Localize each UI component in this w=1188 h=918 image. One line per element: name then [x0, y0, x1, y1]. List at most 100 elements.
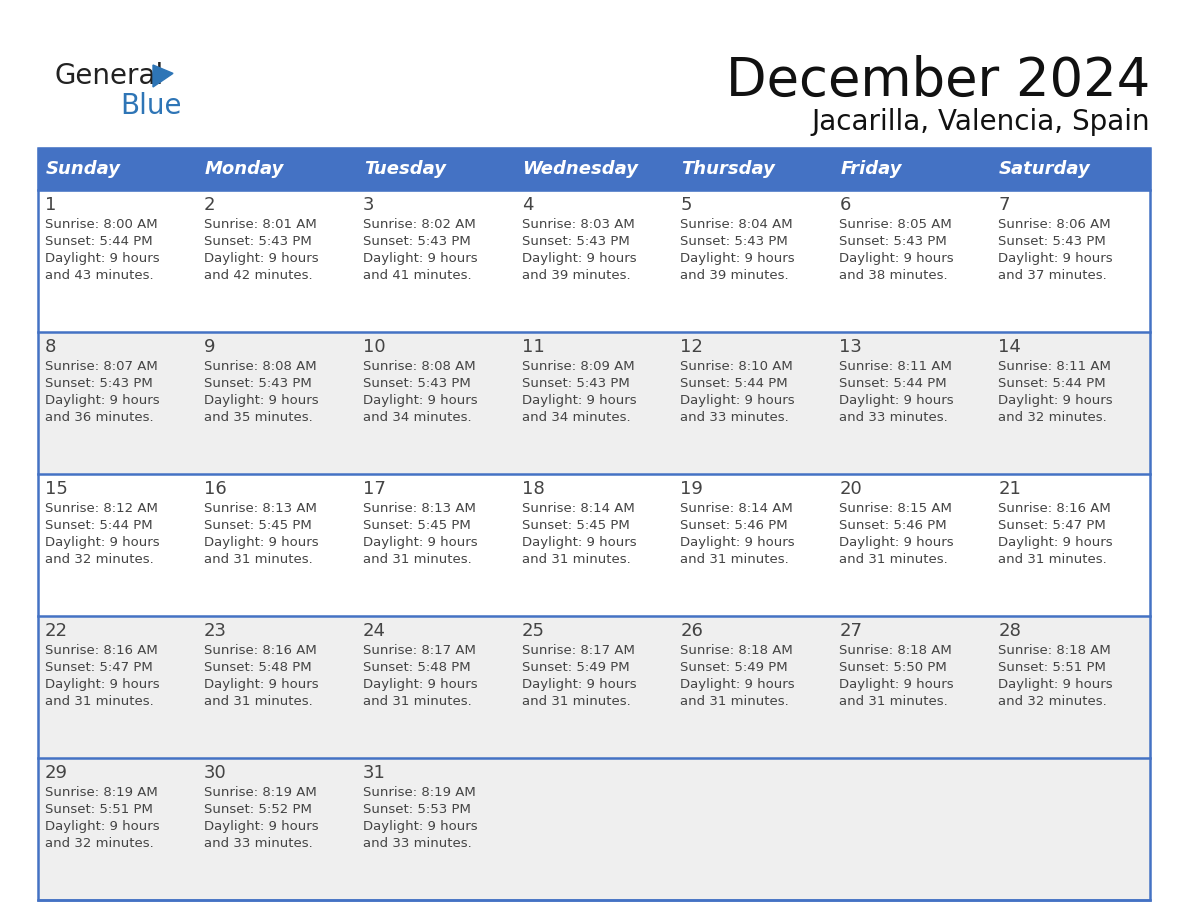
Text: Daylight: 9 hours: Daylight: 9 hours — [45, 678, 159, 691]
Text: Sunrise: 8:11 AM: Sunrise: 8:11 AM — [839, 360, 952, 373]
Text: Daylight: 9 hours: Daylight: 9 hours — [362, 394, 478, 407]
Text: 1: 1 — [45, 196, 56, 214]
Text: Daylight: 9 hours: Daylight: 9 hours — [204, 536, 318, 549]
Text: Sunrise: 8:08 AM: Sunrise: 8:08 AM — [204, 360, 316, 373]
Text: Sunset: 5:46 PM: Sunset: 5:46 PM — [839, 519, 947, 532]
Text: and 35 minutes.: and 35 minutes. — [204, 411, 312, 424]
Text: 8: 8 — [45, 338, 56, 356]
Text: Sunrise: 8:03 AM: Sunrise: 8:03 AM — [522, 218, 634, 231]
Text: Sunrise: 8:17 AM: Sunrise: 8:17 AM — [362, 644, 475, 657]
Text: 10: 10 — [362, 338, 385, 356]
Text: and 31 minutes.: and 31 minutes. — [839, 553, 948, 566]
Bar — [38, 148, 197, 190]
Text: and 34 minutes.: and 34 minutes. — [522, 411, 630, 424]
Text: and 31 minutes.: and 31 minutes. — [839, 695, 948, 708]
Text: 13: 13 — [839, 338, 862, 356]
Text: Sunrise: 8:00 AM: Sunrise: 8:00 AM — [45, 218, 158, 231]
Text: and 31 minutes.: and 31 minutes. — [362, 695, 472, 708]
Text: 5: 5 — [681, 196, 691, 214]
Text: Daylight: 9 hours: Daylight: 9 hours — [45, 820, 159, 833]
Text: 6: 6 — [839, 196, 851, 214]
Text: and 33 minutes.: and 33 minutes. — [204, 837, 312, 850]
Text: and 33 minutes.: and 33 minutes. — [362, 837, 472, 850]
Text: Daylight: 9 hours: Daylight: 9 hours — [998, 394, 1113, 407]
Text: Sunrise: 8:08 AM: Sunrise: 8:08 AM — [362, 360, 475, 373]
Text: Sunset: 5:44 PM: Sunset: 5:44 PM — [45, 519, 152, 532]
Text: and 31 minutes.: and 31 minutes. — [681, 695, 789, 708]
Text: Daylight: 9 hours: Daylight: 9 hours — [45, 252, 159, 265]
Text: Daylight: 9 hours: Daylight: 9 hours — [998, 252, 1113, 265]
Text: and 42 minutes.: and 42 minutes. — [204, 269, 312, 282]
Text: and 32 minutes.: and 32 minutes. — [998, 695, 1107, 708]
Text: and 31 minutes.: and 31 minutes. — [204, 695, 312, 708]
Bar — [38, 148, 1150, 900]
Text: Sunset: 5:44 PM: Sunset: 5:44 PM — [45, 235, 152, 248]
Text: Sunset: 5:45 PM: Sunset: 5:45 PM — [522, 519, 630, 532]
Text: Daylight: 9 hours: Daylight: 9 hours — [681, 678, 795, 691]
Text: 21: 21 — [998, 480, 1020, 498]
Text: Jacarilla, Valencia, Spain: Jacarilla, Valencia, Spain — [811, 108, 1150, 136]
Text: Sunrise: 8:15 AM: Sunrise: 8:15 AM — [839, 502, 952, 515]
Text: 22: 22 — [45, 622, 68, 640]
Text: 23: 23 — [204, 622, 227, 640]
Text: Sunset: 5:43 PM: Sunset: 5:43 PM — [362, 235, 470, 248]
Text: Sunrise: 8:17 AM: Sunrise: 8:17 AM — [522, 644, 634, 657]
Text: Sunrise: 8:18 AM: Sunrise: 8:18 AM — [681, 644, 794, 657]
Text: Daylight: 9 hours: Daylight: 9 hours — [45, 394, 159, 407]
Text: December 2024: December 2024 — [726, 55, 1150, 107]
Bar — [38, 190, 1150, 332]
Text: Sunrise: 8:14 AM: Sunrise: 8:14 AM — [522, 502, 634, 515]
Text: Sunrise: 8:12 AM: Sunrise: 8:12 AM — [45, 502, 158, 515]
Text: Sunset: 5:49 PM: Sunset: 5:49 PM — [681, 661, 788, 674]
Text: Tuesday: Tuesday — [364, 160, 446, 178]
Text: Daylight: 9 hours: Daylight: 9 hours — [681, 252, 795, 265]
Text: 18: 18 — [522, 480, 544, 498]
Text: and 31 minutes.: and 31 minutes. — [522, 695, 631, 708]
Text: and 31 minutes.: and 31 minutes. — [362, 553, 472, 566]
Text: Sunset: 5:48 PM: Sunset: 5:48 PM — [204, 661, 311, 674]
Text: and 37 minutes.: and 37 minutes. — [998, 269, 1107, 282]
Text: Daylight: 9 hours: Daylight: 9 hours — [362, 536, 478, 549]
Text: Sunrise: 8:19 AM: Sunrise: 8:19 AM — [45, 786, 158, 799]
Text: and 31 minutes.: and 31 minutes. — [45, 695, 153, 708]
Text: and 32 minutes.: and 32 minutes. — [45, 553, 153, 566]
Text: Thursday: Thursday — [682, 160, 776, 178]
Text: 12: 12 — [681, 338, 703, 356]
Text: 11: 11 — [522, 338, 544, 356]
Text: Monday: Monday — [204, 160, 284, 178]
Text: Sunrise: 8:14 AM: Sunrise: 8:14 AM — [681, 502, 794, 515]
Text: Sunset: 5:49 PM: Sunset: 5:49 PM — [522, 661, 630, 674]
Text: Sunrise: 8:01 AM: Sunrise: 8:01 AM — [204, 218, 317, 231]
Text: Sunset: 5:51 PM: Sunset: 5:51 PM — [45, 803, 153, 816]
Text: and 39 minutes.: and 39 minutes. — [681, 269, 789, 282]
Text: 31: 31 — [362, 764, 386, 782]
Text: Sunset: 5:43 PM: Sunset: 5:43 PM — [998, 235, 1106, 248]
Text: Friday: Friday — [840, 160, 902, 178]
Text: Daylight: 9 hours: Daylight: 9 hours — [522, 536, 637, 549]
Text: 19: 19 — [681, 480, 703, 498]
Text: 16: 16 — [204, 480, 227, 498]
Text: and 33 minutes.: and 33 minutes. — [839, 411, 948, 424]
Text: 26: 26 — [681, 622, 703, 640]
Text: Sunset: 5:46 PM: Sunset: 5:46 PM — [681, 519, 788, 532]
Text: and 32 minutes.: and 32 minutes. — [45, 837, 153, 850]
Text: 14: 14 — [998, 338, 1020, 356]
Text: Sunset: 5:53 PM: Sunset: 5:53 PM — [362, 803, 470, 816]
Text: Sunrise: 8:16 AM: Sunrise: 8:16 AM — [998, 502, 1111, 515]
Text: and 34 minutes.: and 34 minutes. — [362, 411, 472, 424]
Text: 25: 25 — [522, 622, 544, 640]
Text: Daylight: 9 hours: Daylight: 9 hours — [45, 536, 159, 549]
Text: Daylight: 9 hours: Daylight: 9 hours — [522, 678, 637, 691]
Text: 3: 3 — [362, 196, 374, 214]
Polygon shape — [153, 65, 173, 87]
Text: Wednesday: Wednesday — [523, 160, 639, 178]
Text: and 31 minutes.: and 31 minutes. — [681, 553, 789, 566]
Text: General: General — [55, 62, 164, 90]
Text: Sunrise: 8:19 AM: Sunrise: 8:19 AM — [204, 786, 317, 799]
Text: Daylight: 9 hours: Daylight: 9 hours — [204, 820, 318, 833]
Text: and 31 minutes.: and 31 minutes. — [998, 553, 1107, 566]
Bar — [355, 148, 514, 190]
Text: Sunset: 5:47 PM: Sunset: 5:47 PM — [45, 661, 153, 674]
Text: 29: 29 — [45, 764, 68, 782]
Text: Sunset: 5:47 PM: Sunset: 5:47 PM — [998, 519, 1106, 532]
